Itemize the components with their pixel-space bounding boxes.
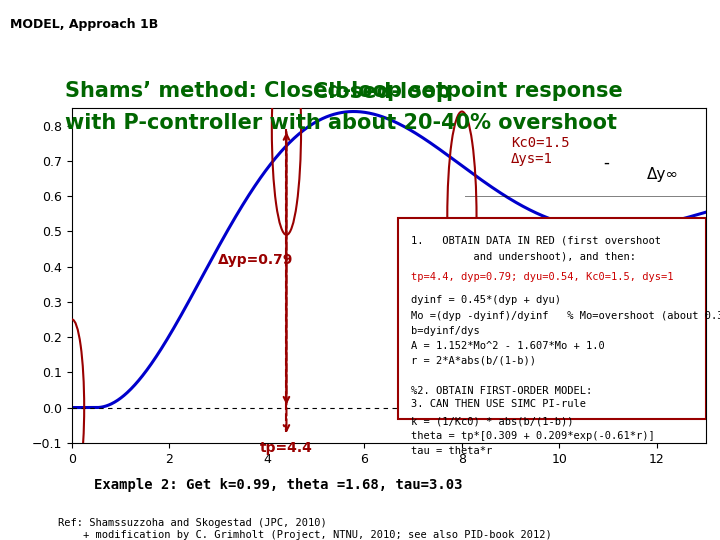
Text: 3. CAN THEN USE SIMC PI-rule: 3. CAN THEN USE SIMC PI-rule xyxy=(411,399,586,409)
Text: Ref: Shamssuzzoha and Skogestad (JPC, 2010)
    + modification by C. Grimholt (P: Ref: Shamssuzzoha and Skogestad (JPC, 20… xyxy=(58,518,552,540)
Text: Kc0=1.5
Δys=1: Kc0=1.5 Δys=1 xyxy=(510,136,570,166)
Text: Δyp=0.79: Δyp=0.79 xyxy=(218,253,294,267)
Text: Δyu=0.54: Δyu=0.54 xyxy=(479,302,554,316)
Text: -: - xyxy=(603,154,609,172)
Text: Example 2: Get k=0.99, theta =1.68, tau=3.03: Example 2: Get k=0.99, theta =1.68, tau=… xyxy=(94,478,462,492)
Text: tp=4.4: tp=4.4 xyxy=(260,441,313,455)
Text: r = 2*A*abs(b/(1-b)): r = 2*A*abs(b/(1-b)) xyxy=(411,356,536,366)
Text: 1.   OBTAIN DATA IN RED (first overshoot: 1. OBTAIN DATA IN RED (first overshoot xyxy=(411,235,661,245)
Text: dyinf = 0.45*(dyp + dyu): dyinf = 0.45*(dyp + dyu) xyxy=(411,295,561,306)
Text: MODEL, Approach 1B: MODEL, Approach 1B xyxy=(10,18,158,31)
Text: k = (1/Kc0) * abs(b/(1-b)): k = (1/Kc0) * abs(b/(1-b)) xyxy=(411,416,573,426)
Text: Mo =(dyp -dyinf)/dyinf   % Mo=overshoot (about 0.3): Mo =(dyp -dyinf)/dyinf % Mo=overshoot (a… xyxy=(411,310,720,321)
Text: %2. OBTAIN FIRST-ORDER MODEL:: %2. OBTAIN FIRST-ORDER MODEL: xyxy=(411,386,593,396)
Text: and undershoot), and then:: and undershoot), and then: xyxy=(411,252,636,262)
Text: tp=4.4, dyp=0.79; dyu=0.54, Kc0=1.5, dys=1: tp=4.4, dyp=0.79; dyu=0.54, Kc0=1.5, dys… xyxy=(411,272,673,282)
Text: theta = tp*[0.309 + 0.209*exp(-0.61*r)]: theta = tp*[0.309 + 0.209*exp(-0.61*r)] xyxy=(411,431,654,441)
Text: Δy∞: Δy∞ xyxy=(647,167,679,182)
Text: Shams’ method: Closed-loop setpoint response: Shams’ method: Closed-loop setpoint resp… xyxy=(65,81,623,101)
Text: A = 1.152*Mo^2 - 1.607*Mo + 1.0: A = 1.152*Mo^2 - 1.607*Mo + 1.0 xyxy=(411,341,605,350)
Text: b=dyinf/dys: b=dyinf/dys xyxy=(411,326,480,336)
FancyBboxPatch shape xyxy=(398,219,706,420)
Text: Closed-loop: Closed-loop xyxy=(313,82,451,102)
Text: with P-controller with about 20-40% overshoot: with P-controller with about 20-40% over… xyxy=(65,113,617,133)
Text: tau = theta*r: tau = theta*r xyxy=(411,446,492,456)
